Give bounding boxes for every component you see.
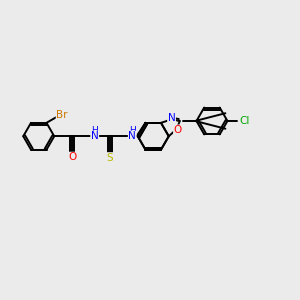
Text: H: H <box>92 126 98 135</box>
Text: N: N <box>128 131 136 141</box>
Text: Cl: Cl <box>239 116 250 126</box>
Text: N: N <box>91 131 99 141</box>
Text: H: H <box>129 126 136 135</box>
Text: O: O <box>68 152 76 162</box>
Text: N: N <box>168 113 176 123</box>
Text: S: S <box>106 153 113 163</box>
Text: O: O <box>174 125 182 135</box>
Text: Br: Br <box>56 110 68 120</box>
